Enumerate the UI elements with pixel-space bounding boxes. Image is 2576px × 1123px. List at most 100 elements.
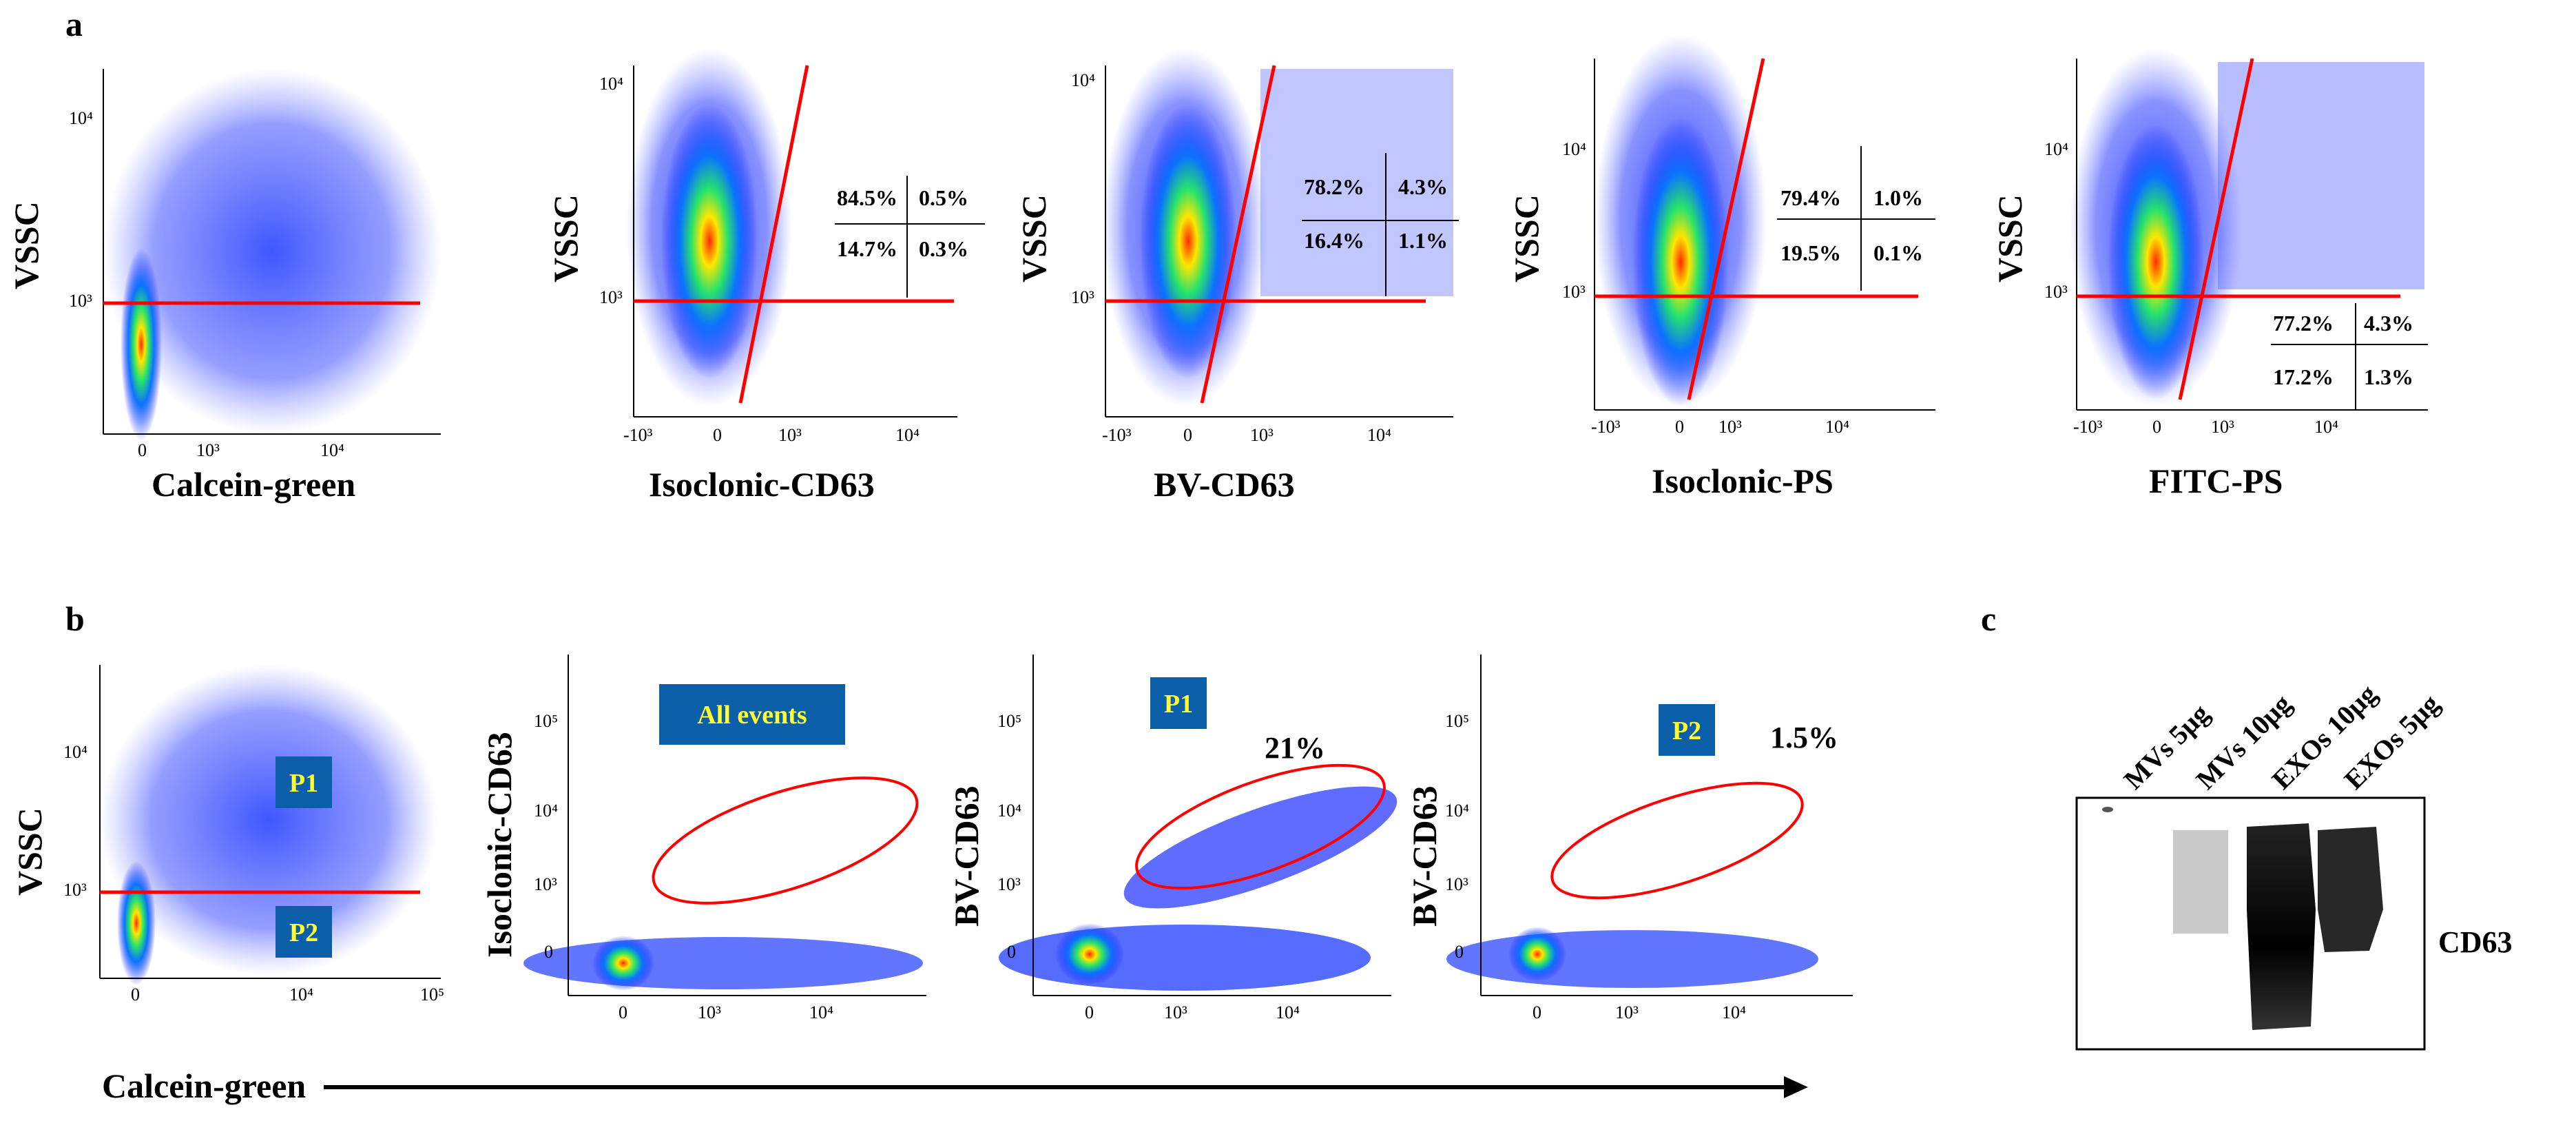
scatter-tail (1260, 69, 1453, 296)
y-axis-label: Isoclonic-CD63 (480, 732, 519, 958)
quadrant-value: 84.5% (837, 185, 897, 210)
ytick: 10³ (69, 291, 92, 311)
ytick: 10⁴ (1562, 139, 1586, 159)
gate-ellipse (1135, 763, 1386, 890)
panel-b-letter: b (65, 599, 85, 638)
xtick: 10³ (778, 425, 802, 445)
ytick: 0 (544, 942, 553, 962)
ytick: 10⁵ (534, 711, 558, 731)
ytick: 10⁴ (1071, 70, 1095, 90)
blot-speck (2102, 807, 2113, 812)
xtick: -10³ (623, 425, 653, 445)
gate-line (1687, 58, 1765, 400)
xtick: 10⁴ (895, 425, 920, 445)
xtick: 10³ (698, 1002, 721, 1022)
density-core (2108, 124, 2204, 400)
ytick: 10⁴ (1445, 801, 1469, 821)
ytick: 10³ (1445, 874, 1468, 894)
gate-label-p2: P2 (289, 918, 318, 947)
density-core (592, 936, 654, 991)
blot-band-lane3 (2247, 823, 2316, 1030)
xtick: 0 (131, 985, 140, 1004)
xtick: 10⁴ (320, 440, 344, 460)
ytick: 10⁴ (63, 742, 87, 762)
xtick: 10⁴ (1367, 425, 1391, 445)
quadrant-value: 1.1% (1398, 228, 1448, 253)
ytick: 10³ (599, 287, 623, 307)
xtick: 10³ (2211, 417, 2234, 437)
gate-line (738, 65, 809, 404)
y-axis-label: VSSC (1991, 194, 2029, 282)
quadrant-value: 4.3% (1398, 174, 1448, 199)
xtick: 0 (1085, 1002, 1094, 1022)
xtick: -10³ (2073, 417, 2103, 437)
panel-b-plot-1: P1 P2 10⁴ 10³ 0 10⁴ 10⁵ VSSC (10, 665, 444, 1004)
quadrant-value: 14.7% (837, 236, 897, 261)
xtick: 0 (2152, 417, 2161, 437)
scatter-cloud (100, 665, 437, 975)
xtick: 0 (1183, 425, 1192, 445)
quadrant-value: 17.2% (2273, 364, 2334, 389)
x-axis-label: Calcein-green (152, 465, 355, 504)
ytick: 10³ (2044, 282, 2068, 302)
ytick: 10⁴ (534, 801, 558, 821)
quadrant-value: 19.5% (1780, 240, 1841, 265)
scatter-diagonal (1123, 786, 1398, 909)
quadrant-value: 0.3% (919, 236, 968, 261)
panel-c-western-blot: MVs 5µg MVs 10µg EXOs 10µg EXOs 5µg CD63 (2075, 678, 2513, 1051)
x-axis-label: Isoclonic-PS (1652, 462, 1834, 500)
xtick: -10³ (1591, 417, 1621, 437)
gate-box (659, 684, 845, 745)
scatter-band (523, 937, 923, 989)
scatter-band (999, 925, 1371, 991)
gate-line (1200, 65, 1276, 404)
panel-a-plot-3: 78.2% 4.3% 16.4% 1.1% 10⁴ 10³ -10³ 0 10³… (1015, 48, 1459, 504)
x-axis-arrow-head (1784, 1076, 1808, 1098)
density-core (1055, 923, 1124, 985)
gate-ellipse (652, 776, 919, 905)
ytick: 10⁴ (997, 801, 1021, 821)
gate-ellipse (1550, 781, 1804, 900)
x-axis-label: FITC-PS (2149, 462, 2283, 500)
panel-b-plot-3: P1 21% 10⁵ 10⁴ 10³ 0 0 10³ 10⁴ BV-CD63 (947, 655, 1398, 1022)
panel-a-plot-5: 77.2% 4.3% 17.2% 1.3% 10⁴ 10³ -10³ 0 10³… (1991, 48, 2428, 500)
ytick: 10³ (534, 874, 557, 894)
xtick: 10⁴ (1722, 1002, 1746, 1022)
scatter-tail (2218, 62, 2424, 289)
panel-b-plot-2: All events 10⁵ 10⁴ 10³ 0 0 10³ 10⁴ Isocl… (480, 655, 926, 1022)
xtick: 10³ (196, 440, 220, 460)
gate-box-label: All events (697, 701, 807, 730)
ytick: 10⁴ (2044, 139, 2068, 159)
blot-band-lane4 (2318, 827, 2383, 952)
y-axis-label: VSSC (1015, 194, 1053, 282)
gate-box (1150, 677, 1207, 729)
quadrant-value: 79.4% (1780, 185, 1841, 210)
xtick: 10³ (1164, 1002, 1187, 1022)
ytick: 10³ (1071, 287, 1094, 307)
xtick: 10³ (1615, 1002, 1639, 1022)
ytick: 10³ (1562, 282, 1586, 302)
xtick: 0 (713, 425, 722, 445)
xtick: 10³ (1250, 425, 1274, 445)
panel-a-plot-4: 79.4% 1.0% 19.5% 0.1% 10⁴ 10³ -10³ 0 10³… (1507, 34, 1935, 500)
quadrant-value: 78.2% (1304, 174, 1364, 199)
xtick: 0 (1533, 1002, 1541, 1022)
x-axis-label: BV-CD63 (1154, 465, 1295, 504)
gate-box-p1 (276, 756, 332, 808)
scatter-band (1446, 930, 1818, 988)
xtick: 0 (619, 1002, 627, 1022)
gate-box-label: P2 (1672, 717, 1701, 745)
ytick: 10⁵ (997, 711, 1021, 731)
ytick: 10⁴ (599, 74, 623, 94)
y-axis-label: VSSC (546, 194, 585, 282)
quadrant-value: 0.1% (1873, 240, 1923, 265)
xtick: 10³ (1718, 417, 1742, 437)
density-core (117, 861, 156, 985)
panel-a-plot-2: 84.5% 0.5% 14.7% 0.3% 10⁴ 10³ -10³ 0 10³… (546, 48, 985, 504)
density-core (661, 103, 758, 379)
gate-box-p2 (276, 906, 332, 958)
xtick: 0 (138, 440, 147, 460)
gate-percent: 1.5% (1770, 721, 1838, 754)
quadrant-value: 4.3% (2364, 311, 2413, 336)
